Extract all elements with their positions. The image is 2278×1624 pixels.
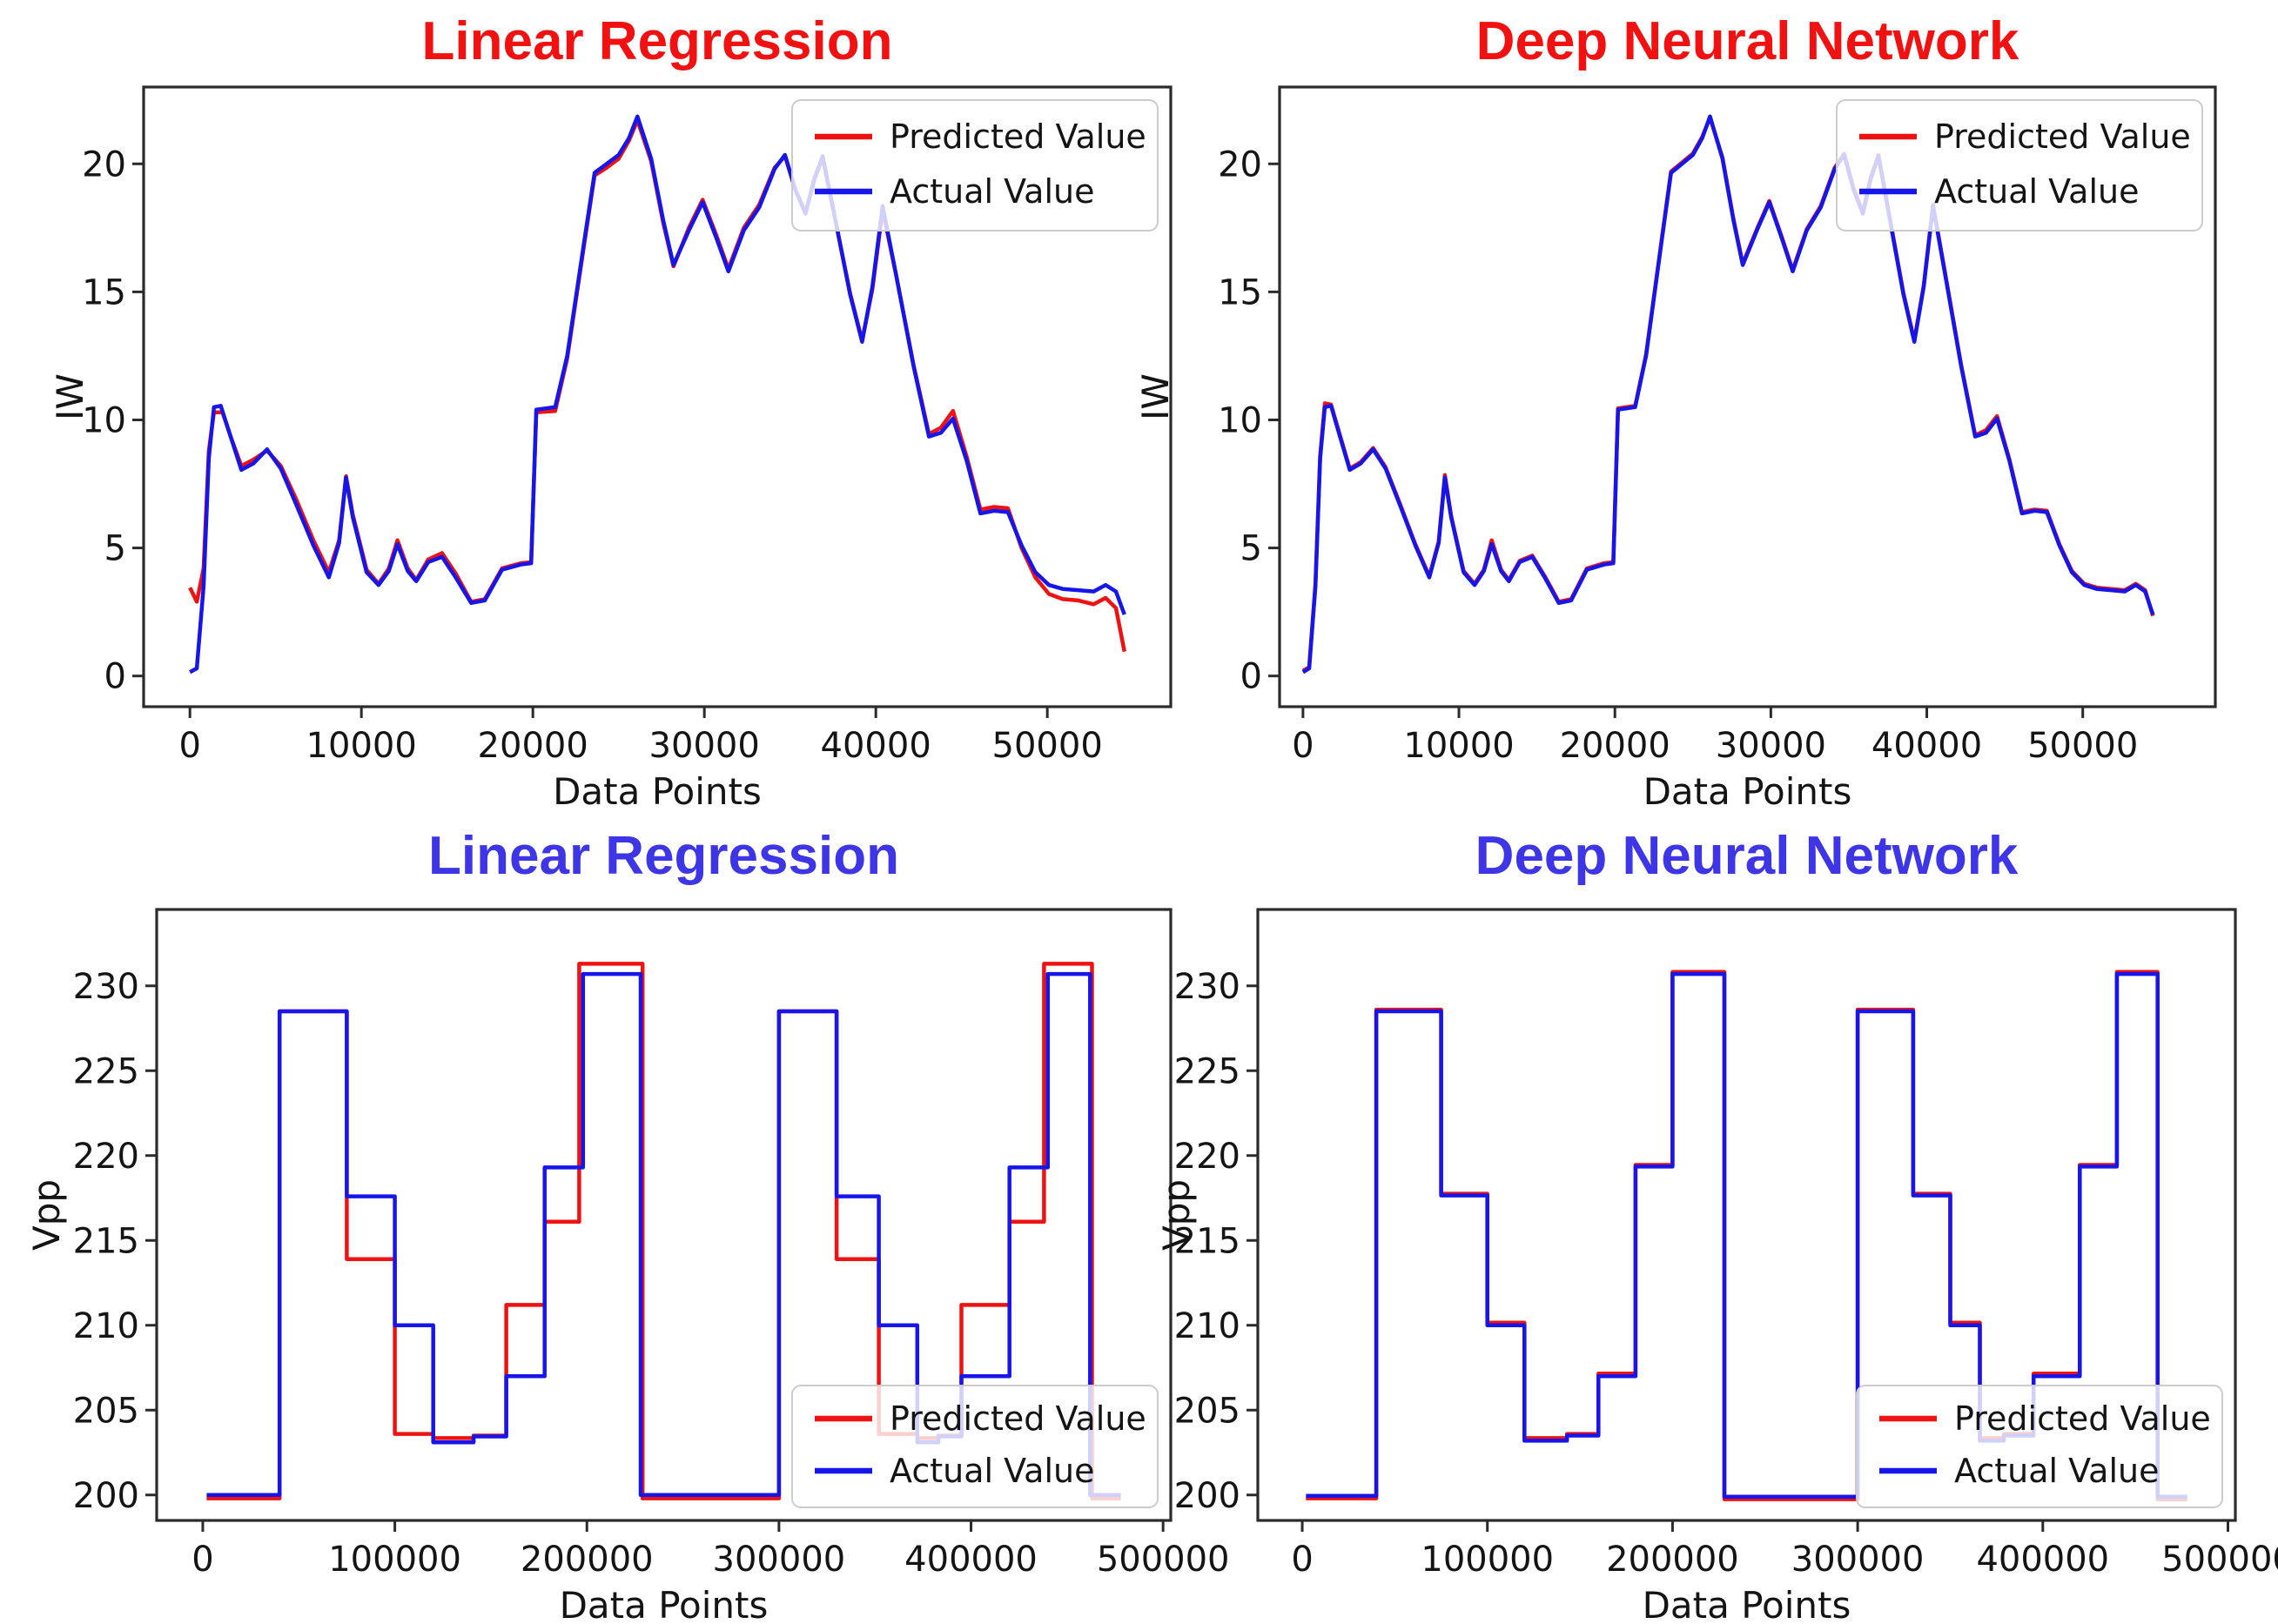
legend-label-predicted-lr-iw: Predicted Value: [890, 117, 1146, 156]
x-tick-label-lr-vpp: 200000: [521, 1540, 654, 1580]
predicted-line-lr-vpp: [206, 962, 1121, 1500]
actual-line-dnn-vpp: [1306, 971, 2187, 1499]
x-axis-label-dnn-vpp: Data Points: [1643, 1584, 1851, 1624]
y-tick-label-dnn-vpp: 215: [1174, 1221, 1240, 1261]
y-tick-label-dnn-iw: 0: [1240, 657, 1262, 697]
y-tick-label-lr-vpp: 230: [73, 967, 139, 1007]
y-tick-label-dnn-iw: 15: [1218, 272, 1262, 312]
y-tick-label-dnn-vpp: 205: [1174, 1391, 1240, 1431]
legend-label-actual-dnn-vpp: Actual Value: [1954, 1452, 2159, 1490]
plot-area-lr-vpp: [155, 908, 1173, 1522]
y-tick-label-lr-vpp: 220: [73, 1137, 139, 1177]
plot-area-dnn-vpp: [1256, 908, 2237, 1522]
x-tick-label-lr-iw: 10000: [306, 726, 417, 766]
y-tick-label-lr-iw: 10: [82, 400, 126, 440]
x-tick-label-dnn-vpp: 400000: [1976, 1540, 2109, 1580]
chart-title-dnn-vpp: Deep Neural Network: [1475, 826, 2019, 886]
x-tick-label-lr-iw: 30000: [649, 726, 760, 766]
y-tick-label-dnn-vpp: 225: [1174, 1051, 1240, 1091]
legend-box-dnn-iw: [1836, 99, 2203, 232]
chart-title-lr-vpp: Linear Regression: [428, 826, 899, 886]
y-tick-label-dnn-iw: 20: [1218, 144, 1262, 185]
y-tick-label-lr-vpp: 205: [73, 1391, 139, 1431]
x-tick-label-lr-iw: 40000: [821, 726, 931, 766]
y-tick-label-lr-vpp: 200: [73, 1476, 139, 1516]
y-tick-label-lr-iw: 0: [104, 657, 126, 697]
x-tick-label-dnn-vpp: 500000: [2161, 1540, 2278, 1580]
plot-area-dnn-iw: [1278, 85, 2217, 708]
legend-box-lr-iw: [791, 99, 1159, 232]
y-tick-label-lr-iw: 20: [82, 144, 126, 185]
y-tick-label-dnn-iw: 5: [1240, 529, 1262, 569]
y-axis-label-dnn-vpp: Vpp: [1155, 1179, 1198, 1251]
x-tick-label-dnn-iw: 10000: [1403, 726, 1514, 766]
x-tick-label-lr-iw: 50000: [992, 726, 1103, 766]
x-axis-label-lr-iw: Data Points: [553, 770, 762, 813]
x-tick-label-dnn-iw: 50000: [2027, 726, 2138, 766]
chart-title-lr-iw: Linear Regression: [422, 11, 893, 71]
y-tick-label-lr-vpp: 210: [73, 1306, 139, 1346]
plot-area-lr-iw: [142, 85, 1173, 708]
y-tick-label-dnn-vpp: 200: [1174, 1476, 1240, 1516]
x-tick-label-lr-iw: 20000: [478, 726, 588, 766]
actual-line-dnn-iw: [1301, 114, 2155, 674]
x-tick-label-lr-vpp: 400000: [904, 1540, 1038, 1580]
x-tick-label-lr-vpp: 100000: [328, 1540, 461, 1580]
y-tick-label-lr-vpp: 215: [73, 1221, 139, 1261]
x-axis-label-dnn-iw: Data Points: [1643, 770, 1852, 813]
x-tick-label-dnn-iw: 20000: [1560, 726, 1670, 766]
x-tick-label-lr-iw: 0: [178, 726, 200, 766]
x-axis-label-lr-vpp: Data Points: [560, 1584, 769, 1624]
x-tick-label-lr-vpp: 300000: [713, 1540, 846, 1580]
x-tick-label-dnn-vpp: 100000: [1421, 1540, 1554, 1580]
x-tick-label-dnn-iw: 40000: [1871, 726, 1982, 766]
y-tick-label-lr-iw: 15: [82, 272, 126, 312]
y-axis-label-dnn-iw: IW: [1134, 373, 1177, 420]
y-tick-label-dnn-iw: 10: [1218, 400, 1262, 440]
legend-label-actual-lr-iw: Actual Value: [890, 172, 1094, 211]
x-tick-label-dnn-vpp: 200000: [1606, 1540, 1739, 1580]
x-tick-label-lr-vpp: 0: [192, 1540, 213, 1580]
legend-box-lr-vpp: [791, 1385, 1159, 1508]
x-tick-label-dnn-iw: 0: [1292, 726, 1314, 766]
legend-box-dnn-vpp: [1856, 1385, 2223, 1508]
actual-line-lr-iw: [189, 114, 1126, 674]
x-tick-label-dnn-vpp: 0: [1291, 1540, 1313, 1580]
y-axis-label-lr-vpp: Vpp: [25, 1179, 68, 1251]
y-tick-label-dnn-vpp: 220: [1174, 1137, 1240, 1177]
legend-label-actual-dnn-iw: Actual Value: [1934, 172, 2139, 211]
y-tick-label-lr-vpp: 225: [73, 1051, 139, 1091]
legend-label-predicted-dnn-vpp: Predicted Value: [1954, 1399, 2211, 1438]
y-tick-label-lr-iw: 5: [104, 529, 126, 569]
x-tick-label-dnn-iw: 30000: [1716, 726, 1826, 766]
legend-label-predicted-lr-vpp: Predicted Value: [890, 1399, 1146, 1438]
predicted-line-dnn-vpp: [1306, 970, 2187, 1501]
x-tick-label-dnn-vpp: 300000: [1791, 1540, 1925, 1580]
chart-title-dnn-iw: Deep Neural Network: [1476, 11, 2019, 71]
y-tick-label-dnn-vpp: 210: [1174, 1306, 1240, 1346]
legend-label-predicted-dnn-iw: Predicted Value: [1934, 117, 2191, 156]
legend-label-actual-lr-vpp: Actual Value: [890, 1452, 1094, 1490]
y-tick-label-dnn-vpp: 230: [1174, 967, 1240, 1007]
actual-line-lr-vpp: [206, 971, 1121, 1498]
y-axis-label-lr-iw: IW: [49, 373, 91, 420]
x-tick-label-lr-vpp: 500000: [1097, 1540, 1230, 1580]
